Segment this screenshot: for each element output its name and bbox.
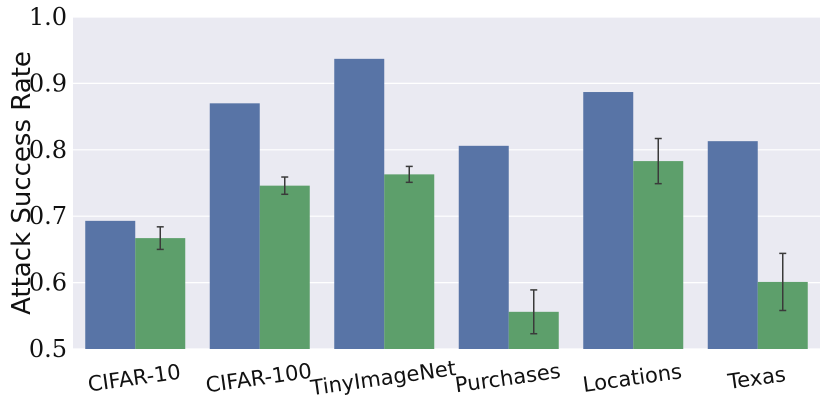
x-tick-label: Locations <box>581 359 683 397</box>
bar-series-1-purchases <box>458 145 509 349</box>
y-tick-label: 0.7 <box>29 202 67 230</box>
error-bar <box>156 226 164 251</box>
bar-series-2-locations <box>633 161 684 349</box>
bar-series-1-tinyimagenet <box>334 58 385 349</box>
bar-series-2-cifar-10 <box>135 238 186 349</box>
bars-group <box>85 58 808 350</box>
bar-series-2-cifar-100 <box>259 185 310 349</box>
y-tick-label: 0.5 <box>29 335 67 363</box>
error-bar <box>530 289 538 335</box>
x-tick-label: CIFAR-100 <box>204 359 313 398</box>
bar-series-1-texas <box>707 141 758 349</box>
y-tick-label: 0.6 <box>29 269 67 297</box>
y-axis-label: Attack Success Rate <box>7 51 37 315</box>
y-tick-label: 1.0 <box>29 3 67 31</box>
bar-series-1-locations <box>583 92 634 350</box>
y-tick-label: 0.8 <box>29 136 67 164</box>
bar-series-2-tinyimagenet <box>384 174 435 349</box>
bar-series-1-cifar-100 <box>209 103 260 349</box>
bar-series-1-cifar-10 <box>85 220 136 349</box>
error-bar <box>654 137 662 185</box>
y-tick-label: 0.9 <box>29 69 67 97</box>
error-bars-group <box>156 137 787 335</box>
plot-background <box>73 17 820 349</box>
x-tick-label: TinyImageNet <box>308 356 457 400</box>
error-bar <box>405 165 413 184</box>
error-bar <box>281 176 289 196</box>
y-tick-labels: 0.5 0.6 0.7 0.8 0.9 1.0 <box>29 3 67 363</box>
grid-lines <box>73 16 820 350</box>
error-bar <box>779 252 787 312</box>
x-tick-label: Purchases <box>453 359 562 398</box>
x-tick-label: Texas <box>725 362 787 394</box>
x-tick-label: CIFAR-10 <box>86 360 182 397</box>
